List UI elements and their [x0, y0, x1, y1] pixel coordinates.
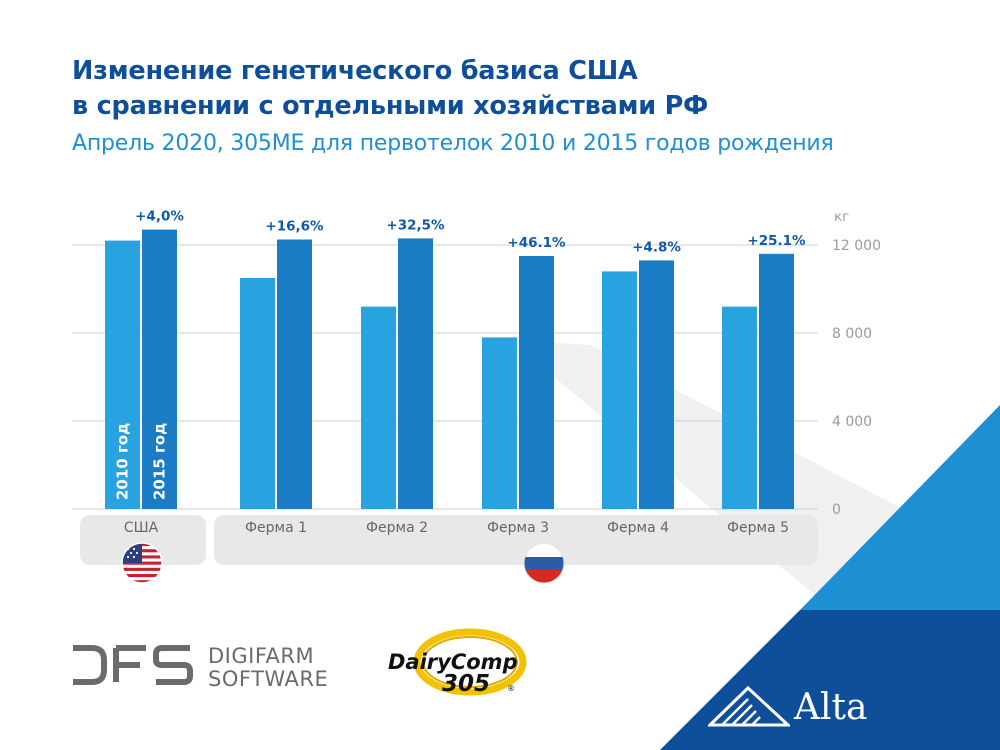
dark-blue-triangle — [660, 610, 1000, 750]
y-tick-label: 8 000 — [832, 326, 872, 342]
light-blue-triangle — [800, 405, 1000, 610]
bar-2010 — [602, 271, 637, 509]
change-label: +46.1% — [507, 235, 566, 251]
bar-2015 — [519, 256, 554, 509]
bar-2010 — [482, 337, 517, 509]
dairycomp-logo: DairyComp 305 ® — [388, 628, 527, 697]
change-labels: +4,0% +16,6% +32,5% +46.1% +4.8% +25.1% — [135, 209, 806, 256]
y-tick-label: 4 000 — [832, 414, 872, 430]
category-label: Ферма 4 — [607, 520, 669, 536]
russia-group-band — [214, 515, 818, 565]
change-label: +4,0% — [135, 209, 184, 225]
dairycomp-word: DairyComp — [388, 650, 518, 674]
alta-logo-text: Alta — [794, 687, 868, 728]
bar-2015 — [142, 229, 177, 509]
legend-2015: 2015 год — [151, 423, 169, 500]
bar-2015 — [639, 260, 674, 509]
dairycomp-305: 305 — [442, 671, 490, 697]
bar-2015 — [277, 239, 312, 509]
bar-2010 — [722, 306, 757, 509]
category-labels: США Ферма 1 Ферма 2 Ферма 3 Ферма 4 Ферма 5 — [124, 520, 789, 536]
bar-2010 — [105, 240, 140, 509]
category-label: США — [124, 520, 159, 536]
legend-2010: 2010 год — [114, 423, 132, 500]
registered-mark: ® — [507, 684, 515, 693]
bar-2015 — [759, 253, 794, 509]
bar-2010 — [361, 306, 396, 509]
change-label: +16,6% — [265, 219, 324, 235]
russia-flag — [523, 542, 565, 584]
alta-mountain-icon — [708, 685, 790, 727]
gridlines — [72, 244, 818, 510]
series-legend: 2010 год 2015 год — [114, 423, 169, 500]
usa-group-band — [80, 515, 206, 565]
usa-flag — [121, 542, 163, 584]
change-label: +4.8% — [632, 239, 681, 255]
change-label: +32,5% — [386, 217, 445, 233]
y-axis-labels: 0 4 000 8 000 12 000 — [832, 238, 881, 518]
software-text: SOFTWARE — [208, 667, 329, 691]
title-line-1: Изменение генетического базиса США — [72, 56, 638, 86]
bars — [105, 229, 794, 509]
bar-2010 — [240, 278, 275, 509]
subtitle: Апрель 2020, 305МЕ для первотелок 2010 и… — [72, 131, 834, 156]
change-label: +25.1% — [747, 233, 806, 249]
category-label: Ферма 1 — [245, 520, 307, 536]
category-label: Ферма 3 — [487, 520, 549, 536]
category-label: Ферма 5 — [727, 520, 789, 536]
unit-label: кг — [834, 209, 849, 225]
bar-2015 — [398, 238, 433, 509]
digifarm-text: DIGIFARM — [208, 644, 315, 668]
y-tick-label: 12 000 — [832, 238, 881, 254]
title-line-2: в сравнении с отдельными хозяйствами РФ — [72, 91, 709, 121]
category-label: Ферма 2 — [366, 520, 428, 536]
dfs-logo-mark — [73, 645, 193, 685]
y-tick-label: 0 — [832, 502, 841, 518]
